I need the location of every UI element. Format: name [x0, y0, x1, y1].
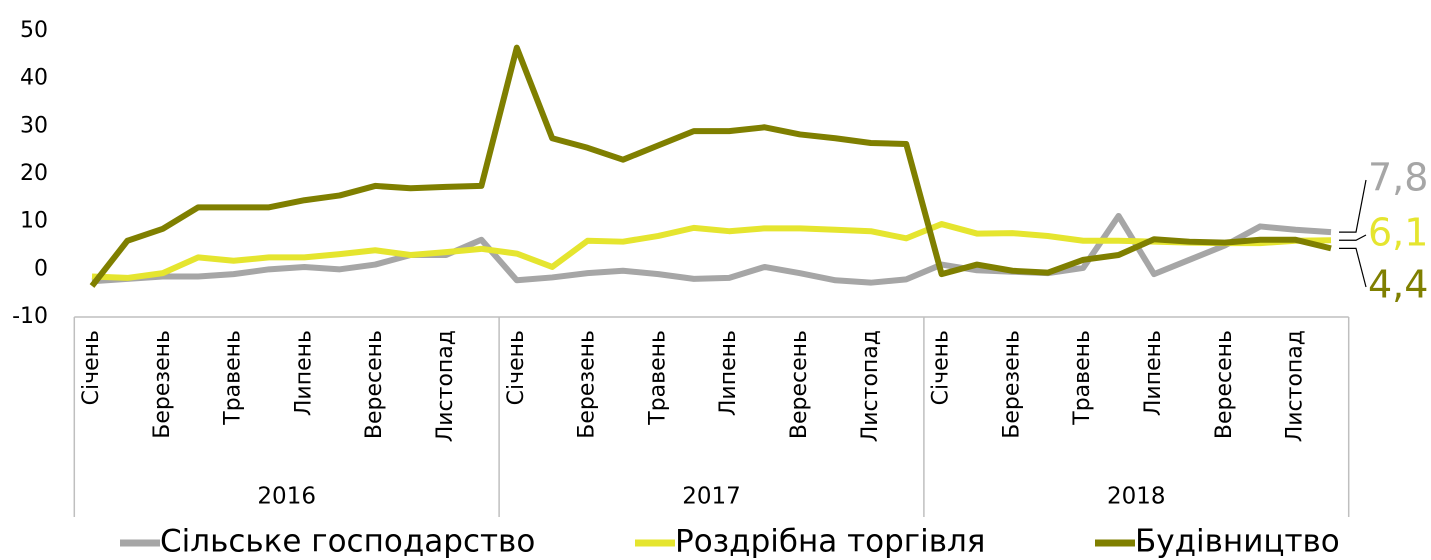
x-tick-label: Травень — [221, 330, 246, 426]
y-tick-label: 10 — [20, 209, 48, 234]
x-tick-label: Липень — [716, 330, 741, 416]
x-tick-label: Березень — [999, 330, 1024, 439]
value-label: 4,4 — [1368, 263, 1428, 307]
y-tick-label: 20 — [20, 161, 48, 186]
series-line — [91, 212, 1332, 286]
x-tick-label: Липень — [1141, 330, 1166, 416]
leader-line — [1339, 247, 1367, 288]
x-tick-label: Листопад — [858, 330, 883, 442]
x-tick-label: Січень — [79, 330, 104, 405]
group-label: 2016 — [257, 484, 316, 510]
x-tick-label: Травень — [1070, 330, 1095, 426]
value-label: 7,8 — [1368, 156, 1428, 200]
legend-label: Роздрібна торгівля — [675, 524, 985, 560]
x-tick-label: Липень — [291, 330, 316, 416]
y-tick-label: 0 — [34, 256, 48, 281]
x-tick-label: Листопад — [433, 330, 458, 442]
x-tick-label: Вересень — [787, 330, 812, 439]
value-label: 6,1 — [1368, 211, 1428, 255]
leader-line — [1339, 179, 1367, 233]
legend-label: Сільське господарство — [160, 524, 535, 560]
x-tick-label: Вересень — [1212, 330, 1237, 439]
series-line — [89, 44, 1332, 288]
y-tick-label: -10 — [12, 304, 48, 329]
series-line — [91, 221, 1332, 281]
x-tick-label: Січень — [504, 330, 529, 405]
leader-line — [1339, 234, 1367, 241]
group-label: 2017 — [682, 484, 741, 510]
y-tick-label: 40 — [20, 66, 48, 91]
x-tick-label: Березень — [150, 330, 175, 439]
legend-label: Будівництво — [1135, 524, 1340, 560]
y-tick-label: 30 — [20, 113, 48, 138]
x-tick-label: Березень — [575, 330, 600, 439]
x-tick-label: Травень — [645, 330, 670, 426]
x-tick-label: Січень — [929, 330, 954, 405]
x-tick-label: Вересень — [362, 330, 387, 439]
x-tick-label: Листопад — [1283, 330, 1308, 442]
group-label: 2018 — [1107, 484, 1166, 510]
y-tick-label: 50 — [20, 18, 48, 43]
